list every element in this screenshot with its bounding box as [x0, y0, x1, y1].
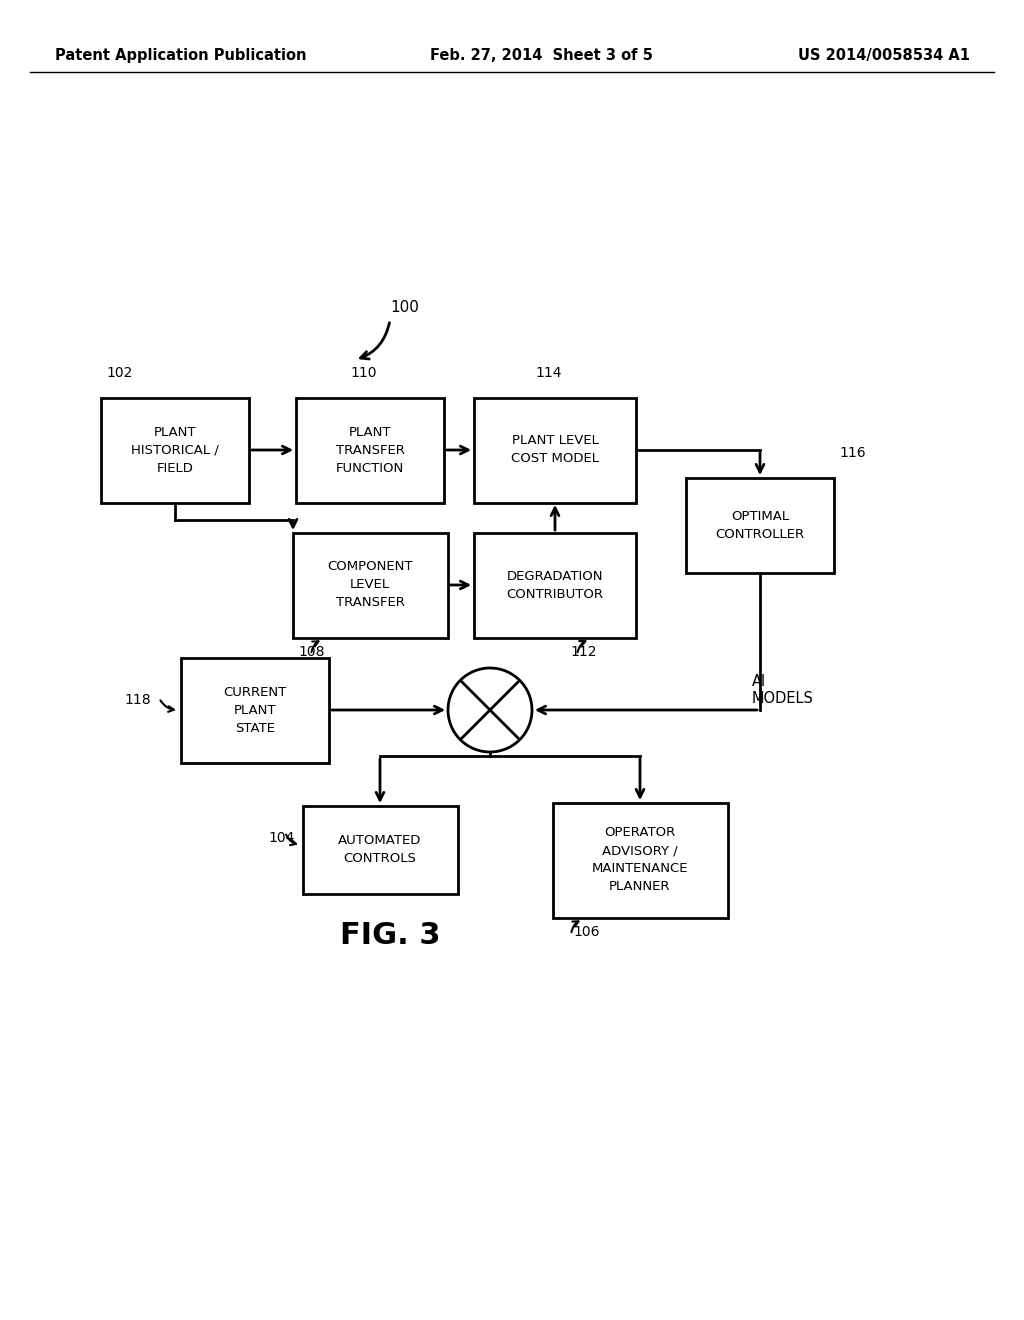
Text: PLANT
HISTORICAL /
FIELD: PLANT HISTORICAL / FIELD	[131, 425, 219, 474]
Text: COMPONENT
LEVEL
TRANSFER: COMPONENT LEVEL TRANSFER	[328, 561, 413, 610]
Text: PLANT LEVEL
COST MODEL: PLANT LEVEL COST MODEL	[511, 434, 599, 466]
Text: Feb. 27, 2014  Sheet 3 of 5: Feb. 27, 2014 Sheet 3 of 5	[430, 48, 653, 63]
FancyBboxPatch shape	[181, 657, 329, 763]
Text: 100: 100	[390, 300, 419, 315]
FancyBboxPatch shape	[101, 397, 249, 503]
Text: 110: 110	[350, 366, 377, 380]
Text: 114: 114	[535, 366, 561, 380]
FancyBboxPatch shape	[293, 532, 447, 638]
Text: AI
MODELS: AI MODELS	[752, 673, 814, 706]
Text: CURRENT
PLANT
STATE: CURRENT PLANT STATE	[223, 685, 287, 734]
Text: 108: 108	[298, 645, 325, 659]
Text: OPTIMAL
CONTROLLER: OPTIMAL CONTROLLER	[716, 510, 805, 540]
Text: 112: 112	[570, 645, 597, 659]
Text: 106: 106	[573, 925, 599, 939]
Text: 118: 118	[124, 693, 151, 708]
Text: 102: 102	[106, 366, 132, 380]
Text: AUTOMATED
CONTROLS: AUTOMATED CONTROLS	[338, 834, 422, 866]
Text: OPERATOR
ADVISORY /
MAINTENANCE
PLANNER: OPERATOR ADVISORY / MAINTENANCE PLANNER	[592, 826, 688, 894]
FancyBboxPatch shape	[474, 532, 636, 638]
FancyBboxPatch shape	[302, 807, 458, 894]
FancyBboxPatch shape	[553, 803, 727, 917]
Text: 104: 104	[268, 832, 295, 845]
Text: PLANT
TRANSFER
FUNCTION: PLANT TRANSFER FUNCTION	[336, 425, 404, 474]
Text: 116: 116	[839, 446, 865, 459]
FancyBboxPatch shape	[474, 397, 636, 503]
Text: US 2014/0058534 A1: US 2014/0058534 A1	[798, 48, 970, 63]
FancyBboxPatch shape	[686, 478, 834, 573]
FancyBboxPatch shape	[296, 397, 444, 503]
Text: DEGRADATION
CONTRIBUTOR: DEGRADATION CONTRIBUTOR	[507, 569, 603, 601]
Text: Patent Application Publication: Patent Application Publication	[55, 48, 306, 63]
Text: FIG. 3: FIG. 3	[340, 920, 440, 949]
